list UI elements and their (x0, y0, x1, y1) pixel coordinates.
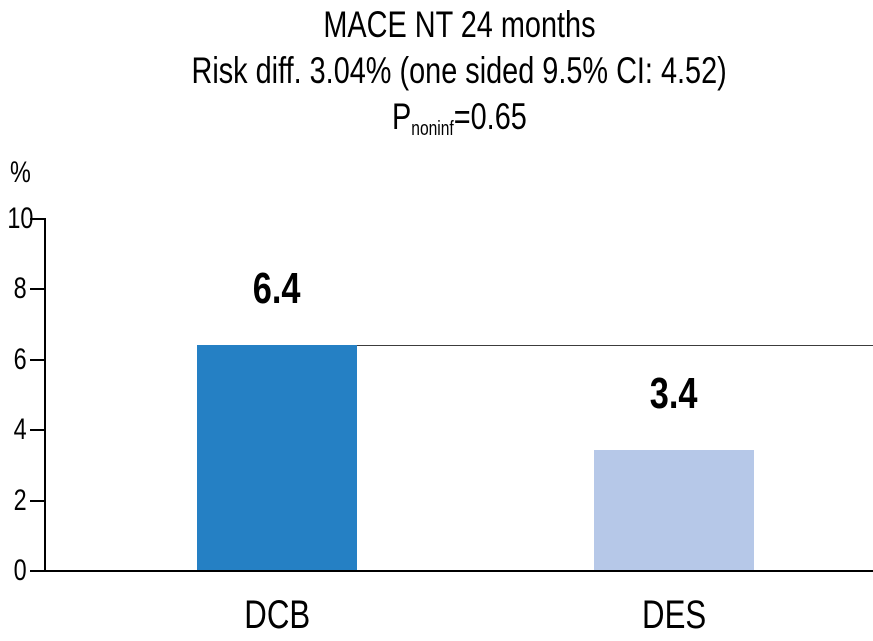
chart-title: MACE NT 24 months (45, 2, 873, 48)
x-category-text: DCB (244, 593, 310, 637)
bar-value-label-dcb: 6.4 (197, 263, 357, 315)
chart-title-block: MACE NT 24 months Risk diff. 3.04% (one … (45, 2, 873, 140)
y-axis-unit-text: % (10, 156, 31, 189)
y-tick-label-4: 4 (0, 413, 27, 447)
y-tick-text: 8 (13, 272, 27, 305)
y-tick-label-0: 0 (0, 554, 27, 588)
x-axis-line (44, 570, 873, 572)
bar-des (594, 450, 754, 570)
y-tick-text: 2 (13, 484, 27, 517)
y-tick-text: 4 (13, 413, 27, 446)
y-tick-mark (30, 218, 44, 220)
y-tick-label-10: 10 (0, 202, 33, 236)
y-tick-mark (30, 429, 44, 431)
bar-value-text: 6.4 (253, 264, 301, 313)
p-value: =0.65 (453, 96, 527, 137)
p-value-annotation: Pnoninf=0.65 (45, 94, 873, 140)
bar-dcb (197, 345, 357, 570)
y-tick-mark (30, 359, 44, 361)
y-tick-mark (30, 500, 44, 502)
y-tick-text: 6 (13, 343, 27, 376)
x-category-label-dcb: DCB (197, 592, 357, 638)
y-tick-label-8: 8 (0, 272, 27, 306)
x-category-text: DES (641, 593, 707, 637)
y-tick-label-6: 6 (0, 343, 27, 377)
bar-value-label-des: 3.4 (594, 368, 754, 420)
y-tick-text: 10 (7, 202, 34, 235)
p-value-text: Pnoninf=0.65 (392, 94, 527, 140)
y-tick-mark (30, 570, 44, 572)
chart-subtitle: Risk diff. 3.04% (one sided 9.5% CI: 4.5… (45, 48, 873, 94)
reference-line (357, 345, 873, 346)
x-category-label-des: DES (594, 592, 754, 638)
y-tick-mark (30, 288, 44, 290)
bar-value-text: 3.4 (650, 369, 698, 418)
y-axis-line (44, 218, 46, 572)
y-tick-label-2: 2 (0, 484, 27, 518)
chart-title-text: MACE NT 24 months (322, 4, 596, 45)
p-symbol: P (391, 96, 411, 137)
chart-subtitle-text: Risk diff. 3.04% (one sided 9.5% CI: 4.5… (191, 50, 727, 91)
y-axis-unit-label: % (10, 156, 37, 190)
y-tick-text: 0 (13, 554, 27, 587)
p-subscript: noninf (410, 118, 454, 141)
